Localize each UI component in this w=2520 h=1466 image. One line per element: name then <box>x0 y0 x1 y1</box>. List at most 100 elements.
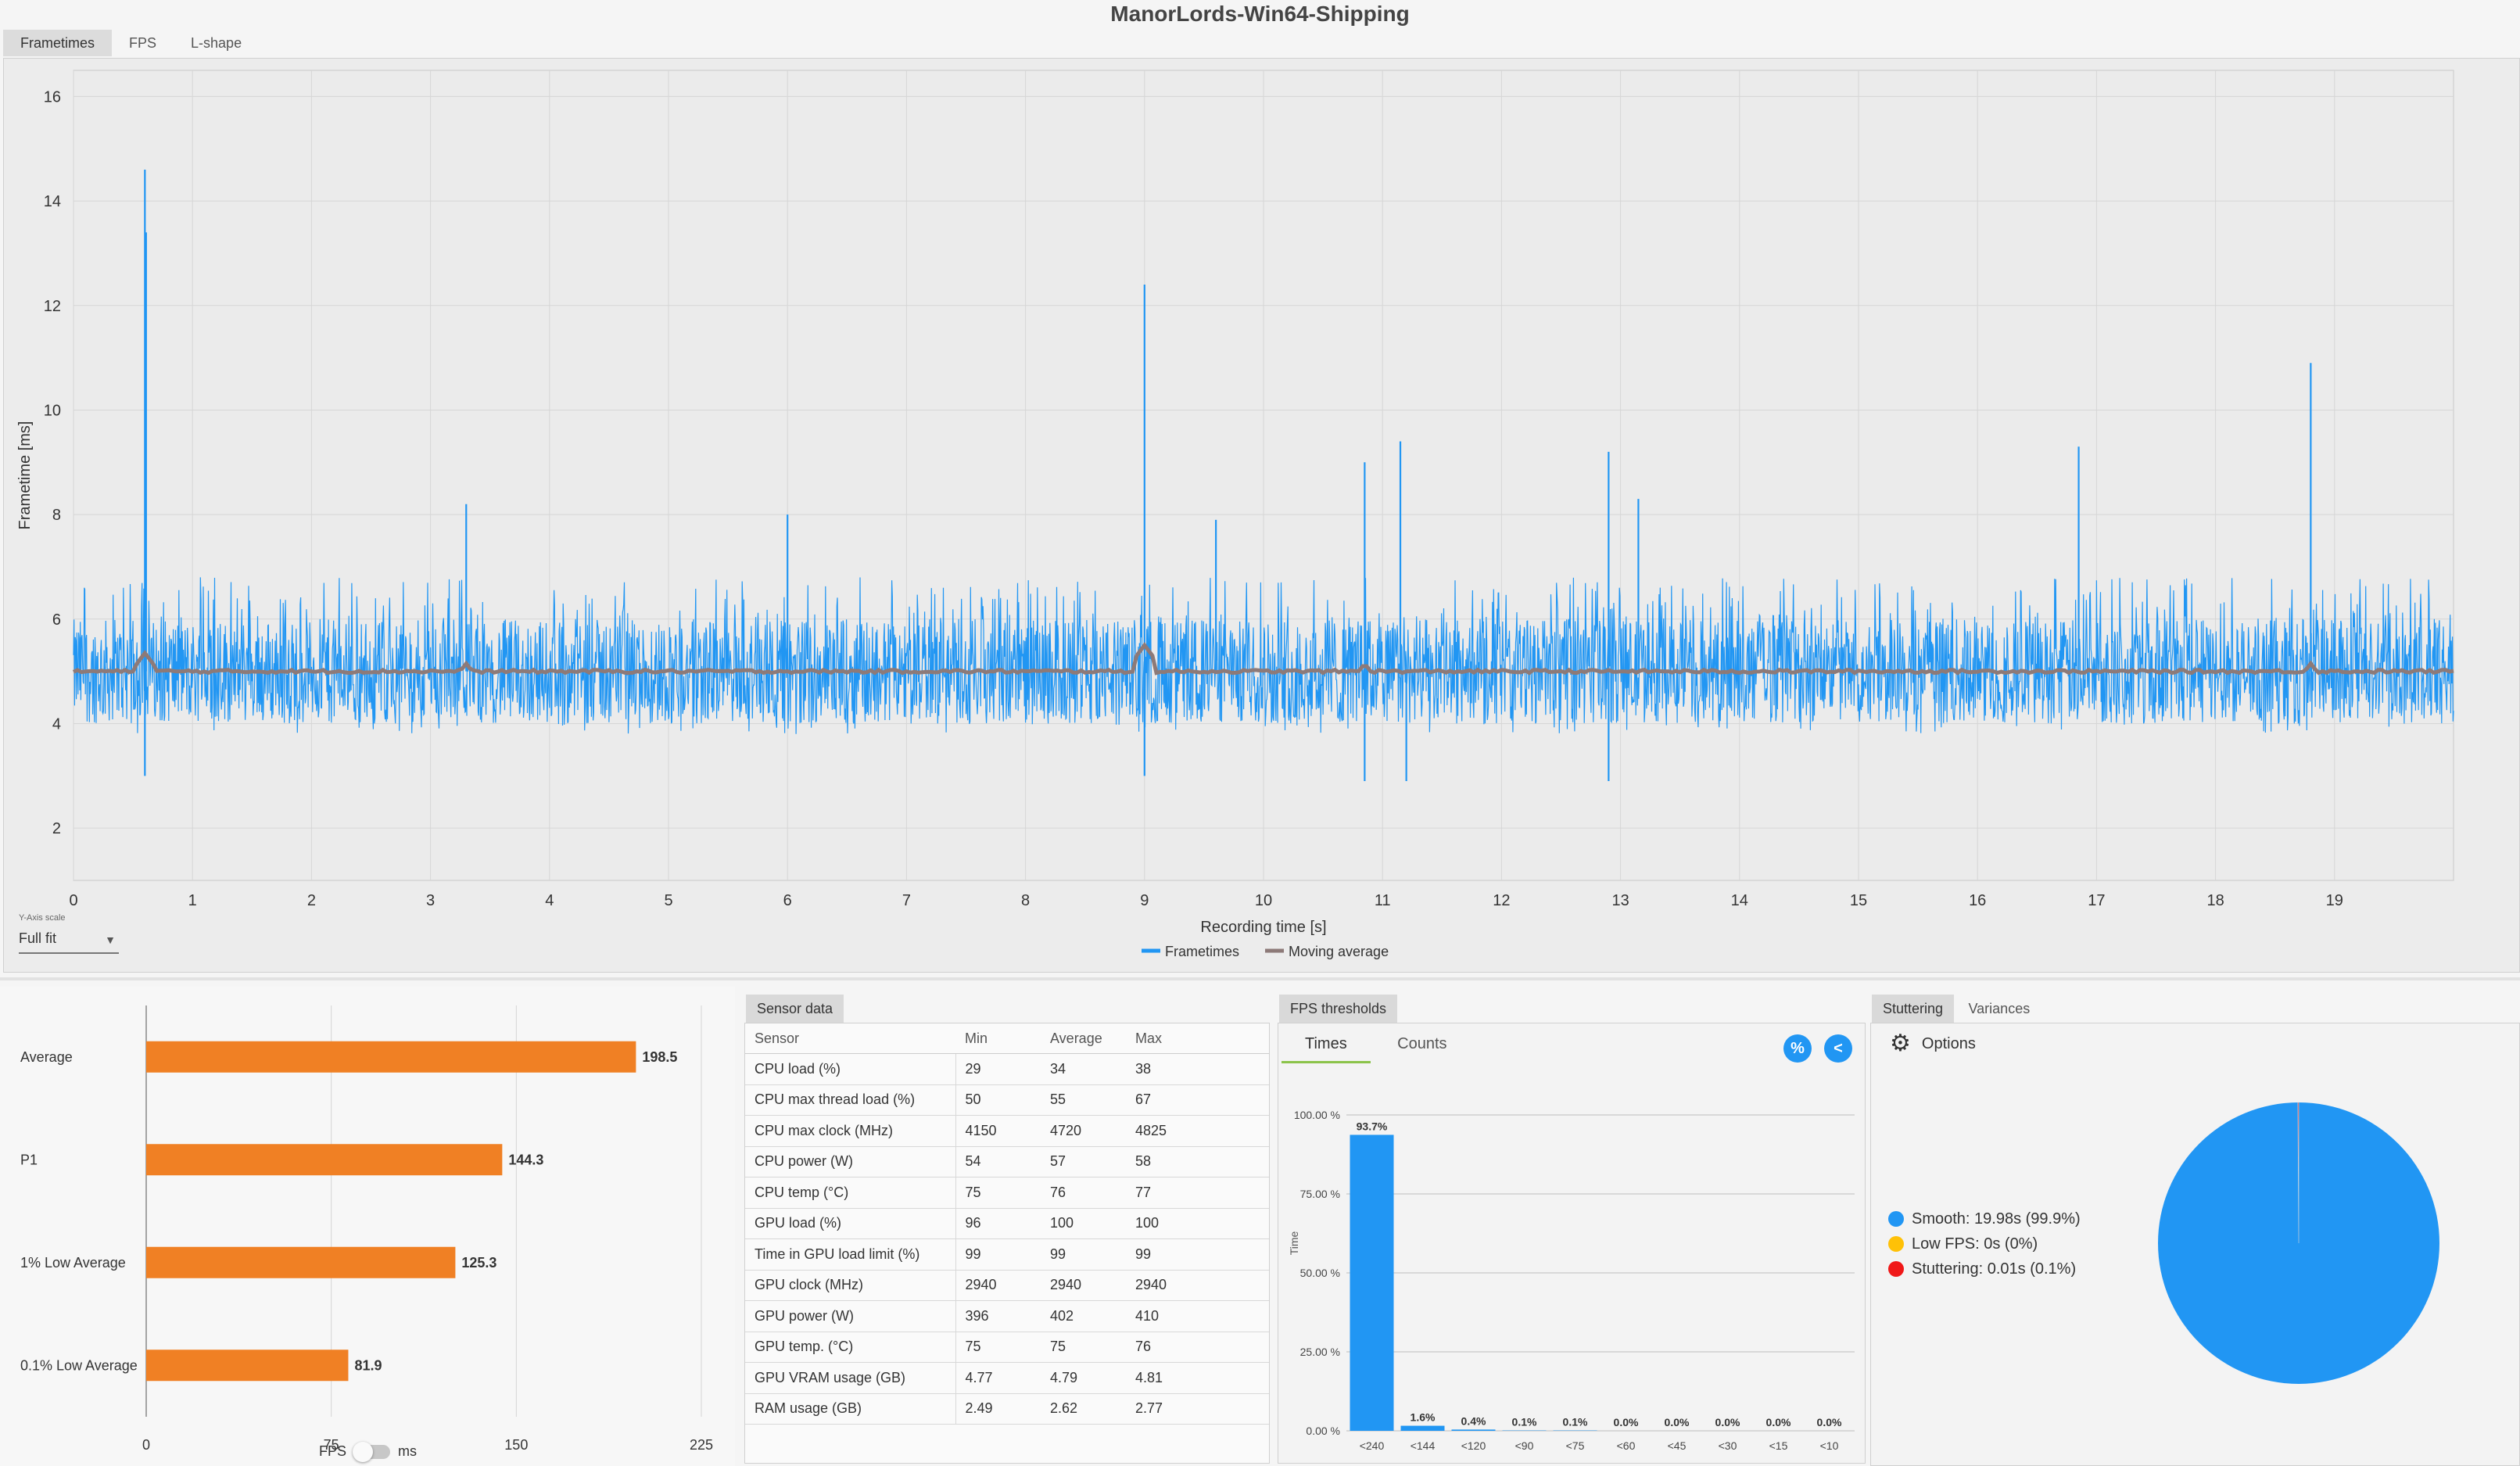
x-tick-label: 6 <box>783 892 792 909</box>
legend-dot-smooth <box>1888 1211 1904 1227</box>
sensor-cell: 2940 <box>1041 1270 1126 1301</box>
sensor-cell: 2.62 <box>1041 1393 1126 1425</box>
x-tick-label: 3 <box>426 892 435 909</box>
y-tick-label: 4 <box>52 715 61 733</box>
sensor-row: GPU load (%) 96 100 100 <box>745 1208 1269 1239</box>
y-tick-label: 16 <box>44 88 61 106</box>
bar-category-label: <10 <box>1820 1439 1839 1452</box>
sensor-table-header: Sensor Min Average Max <box>745 1023 1269 1054</box>
bar-category-label: Average <box>20 1049 73 1065</box>
sensor-cell: CPU temp (°C) <box>745 1177 955 1209</box>
sensor-row: CPU max thread load (%) 50 55 67 <box>745 1084 1269 1116</box>
y-tick-label: 75.00 % <box>1300 1188 1340 1200</box>
bar-category-label: <144 <box>1411 1439 1436 1452</box>
bar-category-label: <240 <box>1360 1439 1385 1452</box>
sensor-cell: GPU load (%) <box>745 1208 955 1239</box>
x-tick-label: 17 <box>2088 892 2105 909</box>
sensor-cell: 396 <box>955 1301 1041 1332</box>
sensor-cell: 67 <box>1126 1084 1269 1116</box>
x-tick-label: 0 <box>69 892 77 909</box>
sensor-row: CPU power (W) 54 57 58 <box>745 1146 1269 1177</box>
sensor-cell: 34 <box>1041 1054 1126 1085</box>
x-tick-label: 11 <box>1375 892 1391 909</box>
y-tick-label: 14 <box>44 193 61 210</box>
y-tick-label: 100.00 % <box>1294 1109 1340 1121</box>
legend-text-low-fps: Low FPS: 0s (0%) <box>1912 1231 2038 1256</box>
y-tick-label: 25.00 % <box>1300 1346 1340 1358</box>
y-axis-ticks: 246810121416 <box>44 88 61 837</box>
sensor-cell: Time in GPU load limit (%) <box>745 1239 955 1271</box>
thresholds-panel-tabbar: FPS thresholds <box>1279 995 1397 1023</box>
legend-item-low-fps: Low FPS: 0s (0%) <box>1888 1231 2081 1256</box>
x-tick-label: 12 <box>1493 892 1510 909</box>
x-tick-label: 7 <box>902 892 911 909</box>
chevron-down-icon: ▼ <box>105 934 116 946</box>
tab-sensor-data[interactable]: Sensor data <box>746 995 844 1023</box>
sensor-cell: CPU max clock (MHz) <box>745 1116 955 1147</box>
sensor-cell: 100 <box>1041 1208 1126 1239</box>
legend-dot-stuttering <box>1888 1261 1904 1277</box>
tab-fps-thresholds[interactable]: FPS thresholds <box>1279 995 1397 1023</box>
options-button[interactable]: ⚙ Options <box>1890 1034 1976 1053</box>
bar-value-label: 144.3 <box>508 1152 543 1167</box>
sensor-cell: 4.79 <box>1041 1363 1126 1394</box>
threshold-bar <box>1452 1429 1496 1431</box>
sensor-row: GPU VRAM usage (GB) 4.77 4.79 4.81 <box>745 1363 1269 1394</box>
sensor-row: GPU temp. (°C) 75 75 76 <box>745 1332 1269 1363</box>
sensor-cell: 75 <box>955 1177 1041 1209</box>
sensor-panel-tabbar: Sensor data <box>746 995 844 1023</box>
bar-category-label: <75 <box>1566 1439 1585 1452</box>
toggle-label-ms: ms <box>398 1443 417 1460</box>
sensor-cell: 2940 <box>955 1270 1041 1301</box>
gridlines <box>73 70 2454 880</box>
x-tick-label: 13 <box>1611 892 1629 909</box>
column-header-sensor: Sensor <box>745 1023 955 1054</box>
fps-thresholds-chart: 0.00 % 25.00 % 50.00 % 75.00 % 100.00 % 93.7… <box>1278 1023 1866 1464</box>
sensor-row: GPU power (W) 396 402 410 <box>745 1301 1269 1332</box>
bar-value-label: 0.1% <box>1512 1416 1537 1428</box>
bar-value-label: 0.0% <box>1665 1416 1690 1428</box>
fps-bar <box>146 1041 636 1073</box>
legend-item-stuttering: Stuttering: 0.01s (0.1%) <box>1888 1256 2081 1281</box>
fps-ms-toggle-group: FPS ms <box>319 1443 417 1460</box>
bar-value-label: 93.7% <box>1357 1120 1388 1132</box>
column-header-min: Min <box>955 1023 1041 1054</box>
tab-variances[interactable]: Variances <box>1958 995 2041 1023</box>
sensor-cell: GPU temp. (°C) <box>745 1332 955 1363</box>
sensor-row: RAM usage (GB) 2.49 2.62 2.77 <box>745 1393 1269 1425</box>
x-tick-label: 150 <box>504 1437 528 1453</box>
sensor-row: GPU clock (MHz) 2940 2940 2940 <box>745 1270 1269 1301</box>
bar-value-label: 125.3 <box>461 1255 496 1271</box>
sensor-row: Time in GPU load limit (%) 99 99 99 <box>745 1239 1269 1271</box>
bar-value-label: 1.6% <box>1411 1411 1436 1424</box>
x-tick-label: 18 <box>2206 892 2224 909</box>
y-tick-label: 12 <box>44 298 61 315</box>
sensor-cell: 4.81 <box>1126 1363 1269 1394</box>
sensor-cell: 402 <box>1041 1301 1126 1332</box>
fps-ms-toggle[interactable] <box>354 1445 390 1459</box>
tab-stuttering[interactable]: Stuttering <box>1872 995 1954 1023</box>
sensor-cell: 4720 <box>1041 1116 1126 1147</box>
options-label: Options <box>1922 1035 1976 1053</box>
threshold-bar <box>1350 1134 1394 1431</box>
y-tick-label: 10 <box>44 402 61 419</box>
fps-bar <box>146 1144 502 1175</box>
sensor-cell: 99 <box>955 1239 1041 1271</box>
sensor-data-panel: Sensor Min Average Max CPU load (%) 29 34 3… <box>744 1023 1270 1464</box>
bar-category-label: 1% Low Average <box>20 1255 126 1271</box>
sensor-cell: 77 <box>1126 1177 1269 1209</box>
bar-value-label: 81.9 <box>354 1357 382 1373</box>
bar-category-label: <120 <box>1461 1439 1486 1452</box>
legend-label-moving-average: Moving average <box>1289 944 1389 959</box>
y-tick-label: 50.00 % <box>1300 1267 1340 1279</box>
bar-value-label: 0.4% <box>1461 1414 1486 1427</box>
sensor-cell: CPU max thread load (%) <box>745 1084 955 1116</box>
fps-bar <box>146 1247 455 1278</box>
y-tick-label: 8 <box>52 507 61 524</box>
sensor-cell: CPU power (W) <box>745 1146 955 1177</box>
sensor-row: CPU load (%) 29 34 38 <box>745 1054 1269 1085</box>
y-axis-label: Time <box>1288 1231 1300 1255</box>
bar-category-label: <90 <box>1515 1439 1534 1452</box>
bar-category-label: <45 <box>1668 1439 1687 1452</box>
y-axis-scale-select[interactable]: Full fit ▼ <box>19 929 119 954</box>
